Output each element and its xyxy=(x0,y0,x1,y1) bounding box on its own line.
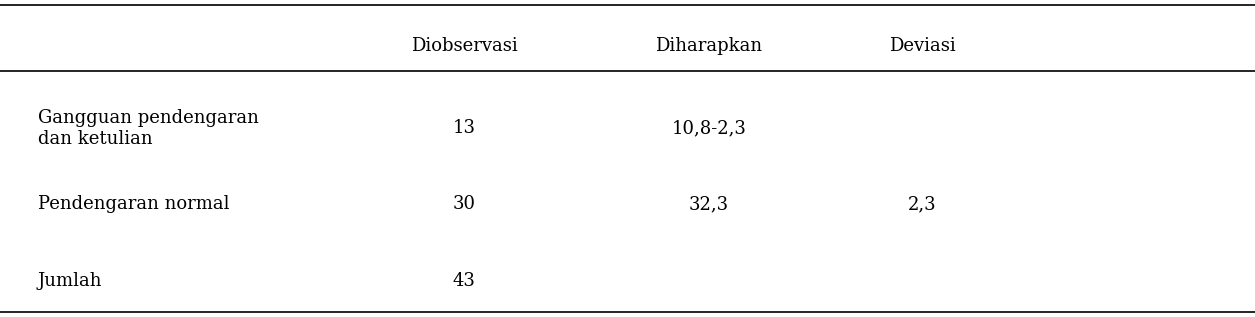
Text: 2,3: 2,3 xyxy=(909,196,936,213)
Text: Jumlah: Jumlah xyxy=(38,272,102,289)
Text: 43: 43 xyxy=(453,272,476,289)
Text: Deviasi: Deviasi xyxy=(889,37,956,55)
Text: Diobservasi: Diobservasi xyxy=(410,37,518,55)
Text: Gangguan pendengaran
dan ketulian: Gangguan pendengaran dan ketulian xyxy=(38,109,259,148)
Text: 10,8-2,3: 10,8-2,3 xyxy=(671,120,747,137)
Text: 30: 30 xyxy=(453,196,476,213)
Text: 13: 13 xyxy=(453,120,476,137)
Text: 32,3: 32,3 xyxy=(689,196,729,213)
Text: Diharapkan: Diharapkan xyxy=(655,37,763,55)
Text: Pendengaran normal: Pendengaran normal xyxy=(38,196,230,213)
